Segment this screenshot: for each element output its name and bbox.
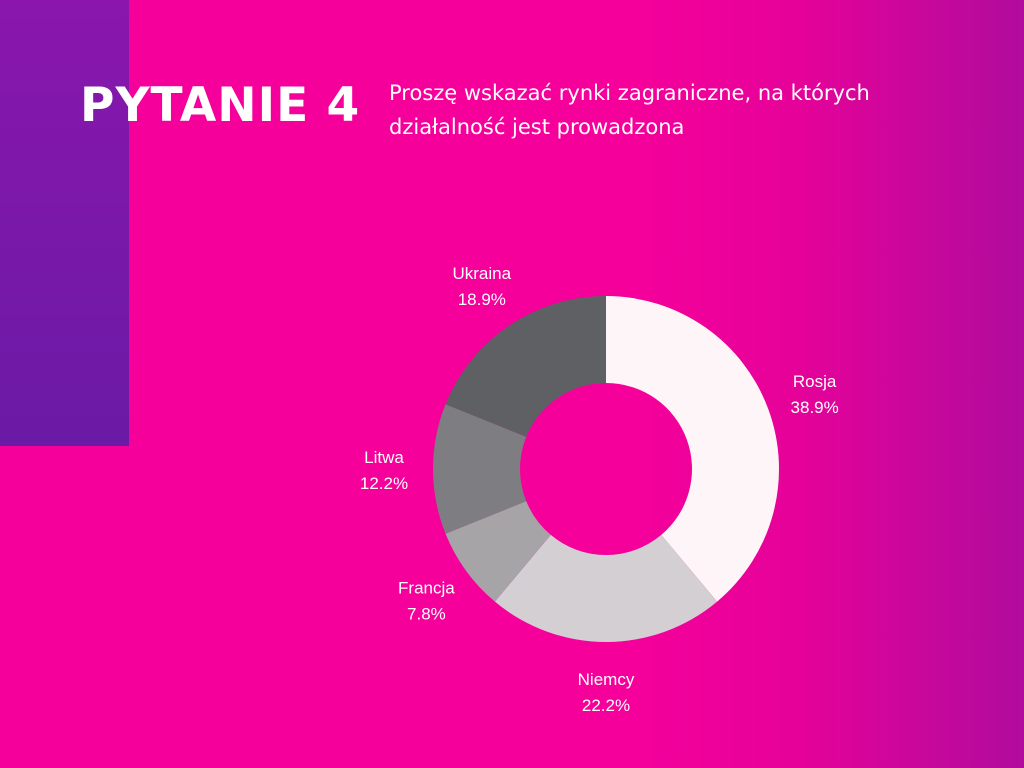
slice-label-rosja: Rosja 38.9% bbox=[791, 372, 839, 417]
slice-litwa bbox=[433, 404, 527, 534]
category-label: Francja bbox=[398, 578, 455, 597]
category-label: Rosja bbox=[793, 372, 837, 391]
value-label: 18.9% bbox=[458, 290, 506, 309]
category-label: Niemcy bbox=[578, 670, 635, 689]
question-text: Proszę wskazać rynki zagraniczne, na któ… bbox=[389, 81, 870, 139]
category-label: Ukraina bbox=[452, 264, 511, 283]
value-label: 12.2% bbox=[360, 474, 408, 493]
page-title: PYTANIE 4 bbox=[80, 78, 361, 133]
slice-rosja bbox=[606, 296, 779, 602]
value-label: 7.8% bbox=[407, 604, 446, 623]
slice-label-niemcy: Niemcy 22.2% bbox=[578, 670, 635, 715]
slice-label-ukraina: Ukraina 18.9% bbox=[452, 264, 511, 309]
slice-label-litwa: Litwa 12.2% bbox=[360, 448, 408, 493]
slice-niemcy bbox=[494, 534, 718, 642]
decorative-side-bar bbox=[0, 0, 129, 446]
category-label: Litwa bbox=[364, 448, 404, 467]
slice-label-francja: Francja 7.8% bbox=[398, 578, 455, 623]
slice-francja bbox=[445, 501, 551, 602]
value-label: 38.9% bbox=[791, 398, 839, 417]
value-label: 22.2% bbox=[582, 696, 630, 715]
slice-ukraina bbox=[445, 296, 606, 437]
